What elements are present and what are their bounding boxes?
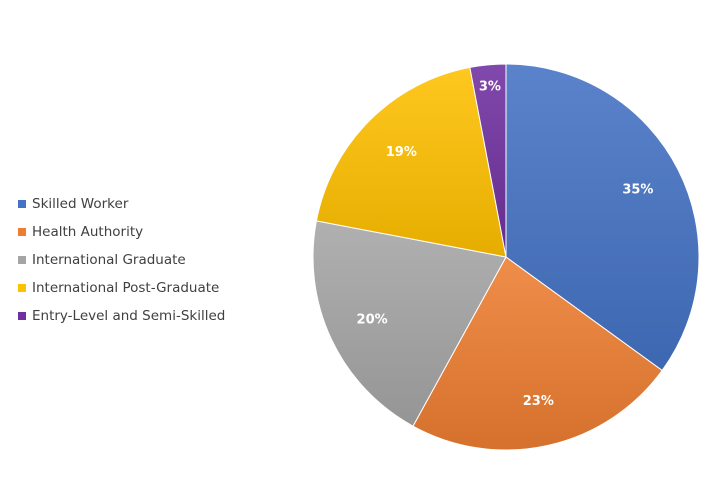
data-label-international-graduate: 20%: [357, 313, 388, 328]
legend-item-international-graduate: International Graduate: [18, 246, 225, 274]
legend-label-international-post-graduate: International Post-Graduate: [32, 280, 220, 296]
legend-label-health-authority: Health Authority: [32, 224, 144, 240]
pie-slice-international-post-graduate: [315, 66, 507, 258]
legend-label-international-graduate: International Graduate: [32, 252, 186, 268]
data-label-international-post-graduate: 19%: [386, 145, 417, 160]
data-label-health-authority: 23%: [523, 394, 554, 409]
legend-label-entry-level-semi-skilled: Entry-Level and Semi-Skilled: [32, 308, 226, 324]
legend-item-skilled-worker: Skilled Worker: [18, 190, 225, 218]
legend: Skilled Worker Health Authority Internat…: [18, 190, 225, 330]
pie-slices: [312, 63, 700, 451]
legend-swatch-entry-level-semi-skilled: [18, 312, 26, 320]
legend-item-international-post-graduate: International Post-Graduate: [18, 274, 225, 302]
pie-data-labels: 35% 23% 20% 19% 3%: [357, 79, 654, 409]
legend-swatch-health-authority: [18, 228, 26, 236]
data-label-skilled-worker: 35%: [622, 182, 653, 197]
legend-swatch-skilled-worker: [18, 200, 26, 208]
data-label-entry-level-and-semi-skilled: 3%: [479, 79, 501, 94]
pie-slice-health-authority: [412, 256, 663, 451]
legend-swatch-international-graduate: [18, 256, 26, 264]
pie-slice-international-graduate: [312, 220, 507, 427]
legend-item-entry-level-semi-skilled: Entry-Level and Semi-Skilled: [18, 302, 225, 330]
legend-label-skilled-worker: Skilled Worker: [32, 196, 129, 212]
pie-slice-skilled-worker: [505, 63, 700, 372]
legend-item-health-authority: Health Authority: [18, 218, 225, 246]
legend-swatch-international-post-graduate: [18, 284, 26, 292]
pie-slice-entry-level-and-semi-skilled: [469, 63, 507, 258]
